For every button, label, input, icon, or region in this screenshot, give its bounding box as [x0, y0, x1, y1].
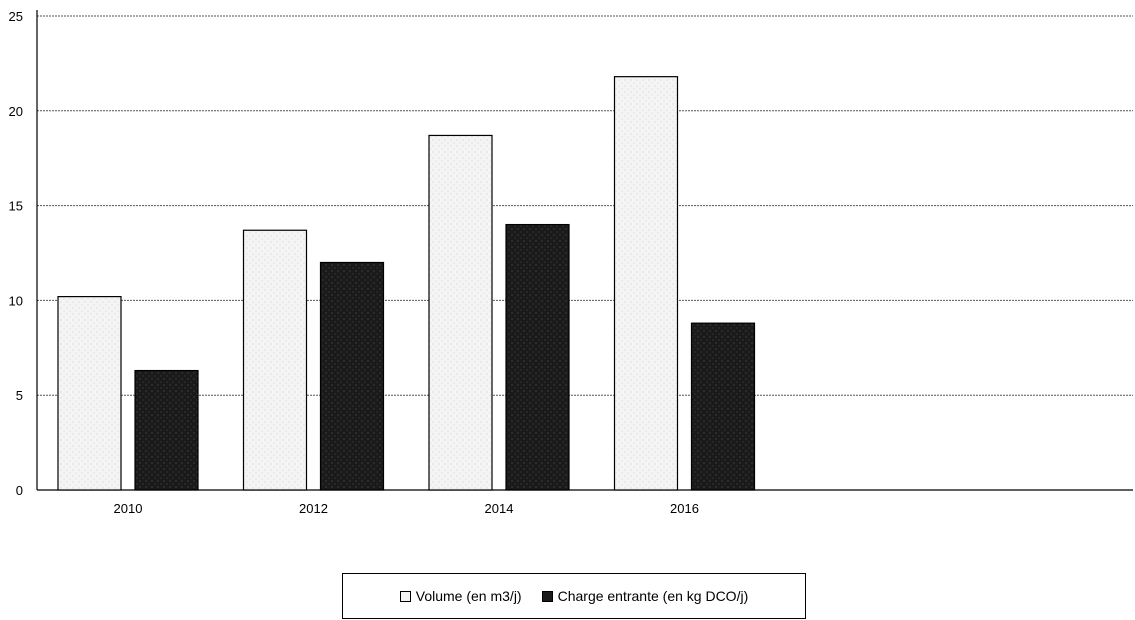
bar-volume-2014 [429, 135, 492, 490]
bar-charge-2012 [321, 262, 384, 490]
y-tick-label-15: 15 [9, 199, 23, 214]
x-tick-label-2012: 2012 [299, 501, 328, 516]
y-tick-label-10: 10 [9, 293, 23, 308]
y-tick-label-0: 0 [16, 483, 23, 498]
y-tick-label-5: 5 [16, 388, 23, 403]
y-tick-label-25: 25 [9, 9, 23, 24]
legend-item-volume: Volume (en m3/j) [400, 588, 522, 604]
bar-charge-2016 [692, 323, 755, 490]
legend-label-charge: Charge entrante (en kg DCO/j) [558, 588, 749, 604]
bar-volume-2012 [244, 230, 307, 490]
x-tick-label-2010: 2010 [114, 501, 143, 516]
bar-charge-2014 [506, 225, 569, 490]
legend-label-volume: Volume (en m3/j) [416, 588, 522, 604]
bar-charge-2010 [135, 371, 198, 490]
legend-item-charge: Charge entrante (en kg DCO/j) [542, 588, 749, 604]
legend-swatch-volume [400, 591, 411, 602]
bar-chart: 0 5 10 15 20 25 2010 2012 2014 2016 [0, 0, 1135, 570]
legend: Volume (en m3/j) Charge entrante (en kg … [342, 573, 806, 619]
legend-swatch-charge [542, 591, 553, 602]
y-tick-label-20: 20 [9, 104, 23, 119]
x-tick-label-2014: 2014 [485, 501, 514, 516]
bar-volume-2016 [615, 77, 678, 490]
x-tick-label-2016: 2016 [670, 501, 699, 516]
bar-volume-2010 [58, 297, 121, 490]
